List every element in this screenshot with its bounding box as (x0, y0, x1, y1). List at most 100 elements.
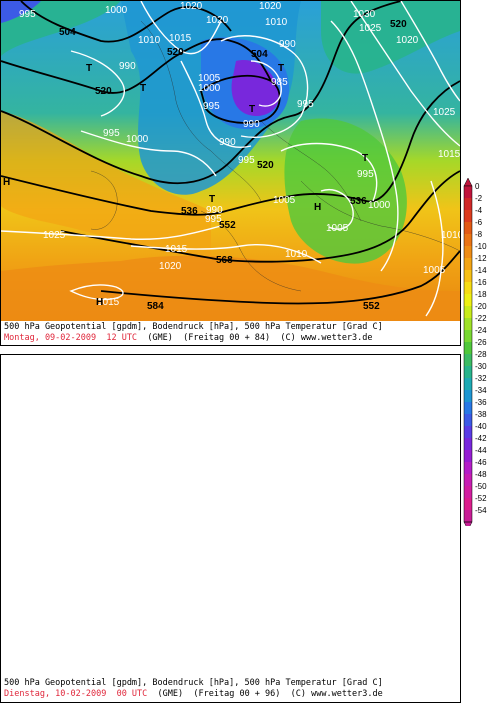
label-p-1005-c: 1005 (326, 223, 349, 234)
label-p-995-f: 995 (357, 169, 374, 180)
label-504-a: 504 (59, 27, 76, 38)
label-p-995-c: 995 (297, 99, 314, 110)
label-p-1015-a: 1015 (169, 33, 192, 44)
scale-arrow-top (463, 177, 473, 187)
caption-run-info: Montag, 09-02-2009 12 UTC (GME) (Freitag… (1, 333, 460, 344)
scale-tick-label: -50 (475, 482, 487, 491)
scale-swatch (464, 294, 472, 306)
label-568: 568 (216, 255, 233, 266)
label-504-b: 504 (251, 49, 268, 60)
label-520-c: 520 (390, 19, 407, 30)
scale-swatch (464, 258, 472, 270)
weather-map-bottom (1, 355, 460, 675)
scale-tick-label: -26 (475, 338, 487, 347)
scale-tick-label: -20 (475, 302, 487, 311)
scale-swatch (464, 486, 472, 498)
scale-swatch (464, 450, 472, 462)
scale-tick-label: -34 (475, 386, 487, 395)
label-p-1010-d: 1010 (265, 17, 288, 28)
model-name: (GME) (147, 333, 173, 343)
scale-tick-label: -16 (475, 278, 487, 287)
scale-swatch (464, 270, 472, 282)
label-p-990-c: 990 (243, 119, 260, 130)
scale-swatch (464, 306, 472, 318)
label-p-1015-b: 1015 (165, 244, 188, 255)
label-p-1020-c: 1020 (159, 261, 182, 272)
label-p-1020-a: 1020 (180, 1, 203, 12)
scale-tick-label: -8 (475, 230, 483, 239)
high-marker-west: H (3, 177, 10, 188)
low-marker-a: T (86, 63, 92, 74)
label-p-995-a: 995 (203, 101, 220, 112)
scale-tick-label: -44 (475, 446, 487, 455)
label-p-1005-b: 1005 (273, 195, 296, 206)
scale-tick-label: -36 (475, 398, 487, 407)
valid-date: Montag, 09-02-2009 12 UTC (4, 333, 138, 343)
label-p-1025-b: 1025 (359, 23, 382, 34)
label-p-1000-c: 1000 (126, 134, 149, 145)
warm-air-south (1, 255, 460, 321)
label-520-b: 520 (95, 86, 112, 97)
label-p-995-e: 995 (103, 128, 120, 139)
scale-tick-label: -2 (475, 194, 483, 203)
scale-swatch (464, 426, 472, 438)
geopotential-contours (1, 1, 460, 305)
label-520-a: 520 (167, 47, 184, 58)
scale-tick-label: -6 (475, 218, 483, 227)
label-p-1000-d: 1000 (368, 200, 391, 211)
high-marker-south: H (96, 297, 103, 308)
label-p-1020-e: 1020 (259, 1, 282, 12)
scale-swatch (464, 186, 472, 198)
label-p-1010-a: 1010 (138, 35, 161, 46)
scale-swatch (464, 462, 472, 474)
scale-swatch (464, 222, 472, 234)
scale-tick-label: -24 (475, 326, 487, 335)
scale-swatch (464, 498, 472, 510)
scale-swatch (464, 510, 472, 522)
scale-swatch (464, 342, 472, 354)
color-scale-svg: 0 -2 -4 -6 -8 -10 -12 -14 -16 -18 -20 -22 -24 -26 -28 -… (463, 177, 487, 531)
caption-run-info-bottom: Dienstag, 10-02-2009 00 UTC (GME) (Freit… (1, 689, 460, 700)
scale-swatch (464, 402, 472, 414)
isobars (1, 1, 460, 317)
scale-swatch (464, 198, 472, 210)
low-marker-c: T (278, 63, 284, 74)
scale-swatch (464, 246, 472, 258)
label-p-1015-d: 1015 (97, 297, 120, 308)
model-name-bottom: (GME) (157, 689, 184, 699)
scale-tick-label: -52 (475, 494, 487, 503)
label-584: 584 (147, 301, 164, 312)
scale-tick-label: -28 (475, 350, 487, 359)
scale-swatch (464, 318, 472, 330)
label-p-1025-a: 1025 (43, 230, 66, 241)
label-p-1020-b: 1020 (206, 15, 229, 26)
low-marker-d: T (209, 194, 215, 205)
label-p-1010-b: 1010 (285, 249, 308, 260)
label-p-990-b: 990 (279, 39, 296, 50)
scale-swatch (464, 210, 472, 222)
scale-swatch (464, 234, 472, 246)
credit-text-bottom: (C) www.wetter3.de (290, 689, 383, 699)
forecast-panel-bottom: 500 hPa Geopotential [gpdm], Bodendruck … (0, 354, 461, 703)
scale-swatch (464, 366, 472, 378)
scale-tick-label: -42 (475, 434, 487, 443)
scale-swatch (464, 378, 472, 390)
scale-tick-label: -38 (475, 410, 487, 419)
scale-tick-label: -40 (475, 422, 487, 431)
warm-air-west (1, 111, 211, 261)
label-p-995-b: 995 (19, 9, 36, 20)
low-marker-f: T (249, 104, 255, 115)
caption-variables: 500 hPa Geopotential [gpdm], Bodendruck … (4, 322, 383, 332)
scale-tick-label: -18 (475, 290, 487, 299)
scale-swatch (464, 474, 472, 486)
cold-air-northeast (321, 1, 460, 74)
scale-tick-label: -12 (475, 254, 487, 263)
run-info-bottom: (Freitag 00 + 96) (193, 689, 281, 699)
label-p-1005-d: 1005 (423, 265, 446, 276)
scale-swatch (464, 282, 472, 294)
scale-swatch (464, 438, 472, 450)
pressure-labels: 1000 1020 1020 1010 1015 990 1005 1000 9… (19, 1, 460, 308)
run-info: (Freitag 00 + 84) (183, 333, 271, 343)
caption-variables-bottom: 500 hPa Geopotential [gpdm], Bodendruck … (4, 678, 383, 688)
label-536-b: 536 (350, 196, 367, 207)
